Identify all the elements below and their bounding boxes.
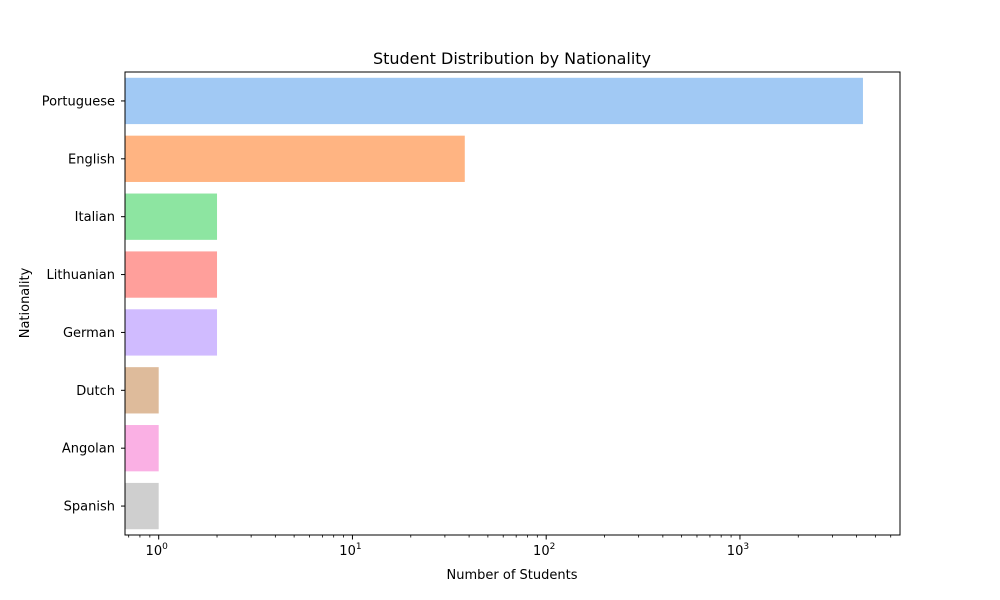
x-tick-label: 102	[533, 542, 555, 559]
bars	[125, 77, 863, 530]
bar-portuguese	[125, 77, 863, 125]
x-axis-label: Number of Students	[447, 568, 578, 583]
x-tick-label: 100	[146, 542, 169, 559]
y-tick-label: German	[63, 326, 115, 341]
bar-spanish	[125, 482, 159, 530]
bar-angolan	[125, 425, 159, 472]
y-tick-label: Italian	[75, 210, 115, 225]
chart-title: Student Distribution by Nationality	[373, 49, 651, 68]
y-tick-labels: Portuguese English Italian Lithuanian German…	[42, 94, 125, 515]
plot-frame	[124, 71, 901, 536]
bar-lithuanian	[125, 251, 218, 298]
y-tick-label: English	[68, 152, 115, 167]
bar-dutch	[125, 367, 159, 414]
bar-italian	[125, 193, 218, 240]
bar-german	[125, 309, 218, 356]
y-tick-label: Dutch	[76, 384, 115, 399]
y-axis-label: Nationality	[18, 267, 33, 338]
y-tick-label: Lithuanian	[47, 268, 115, 283]
y-tick-label: Spanish	[64, 500, 115, 515]
x-ticks: 100 101 102 103	[128, 535, 892, 559]
x-tick-label: 103	[727, 542, 749, 559]
y-tick-label: Angolan	[62, 442, 115, 457]
bar-english	[125, 135, 465, 182]
x-tick-label: 101	[339, 542, 361, 559]
y-tick-label: Portuguese	[42, 94, 115, 109]
